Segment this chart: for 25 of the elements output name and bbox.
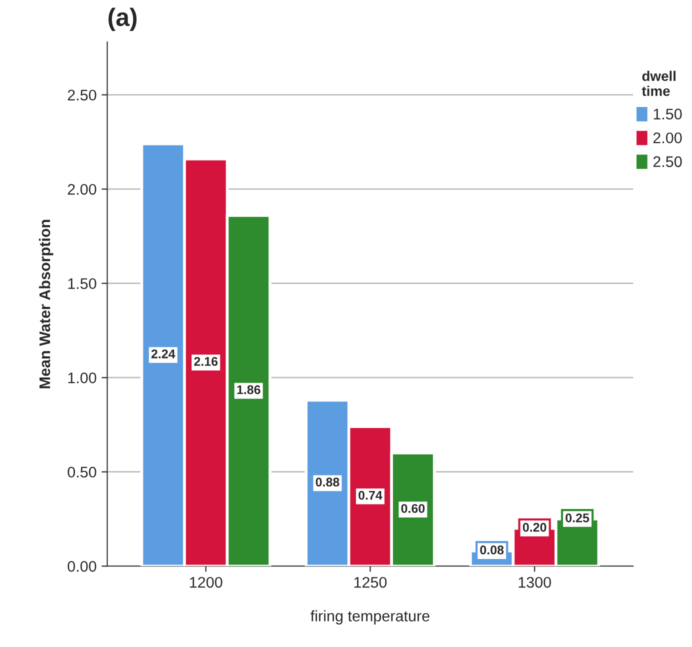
- legend-title: dwell time: [642, 70, 676, 96]
- y-tick-label: 1.00: [68, 372, 96, 384]
- x-axis-title: firing temperature: [310, 610, 430, 624]
- y-tick-label: 0.50: [68, 466, 96, 478]
- y-tick-label: 2.50: [68, 90, 96, 101]
- legend-label: 2.00: [653, 132, 682, 144]
- y-axis-title: Mean Water Absorption: [38, 220, 54, 388]
- x-tick-label: 1250: [354, 576, 387, 588]
- y-tick-label: 1.50: [68, 278, 96, 290]
- legend-label: 2.50: [653, 156, 682, 168]
- data-label: 0.20: [522, 522, 546, 532]
- y-tick-label: 2.00: [68, 184, 96, 195]
- y-tick-label: 0.00: [68, 560, 96, 572]
- data-label: 0.74: [358, 490, 382, 500]
- data-label: 2.16: [194, 357, 218, 366]
- data-label: 0.60: [401, 504, 425, 513]
- data-label: 0.08: [480, 546, 504, 554]
- data-label: 2.24: [151, 349, 176, 358]
- x-tick-label: 1300: [518, 576, 551, 588]
- legend-label: 1.50: [654, 108, 682, 120]
- data-label: 1.86: [237, 385, 260, 394]
- x-tick-label: 1200: [190, 576, 222, 588]
- data-label: 0.88: [316, 478, 340, 487]
- chart-title: (a): [108, 8, 137, 32]
- data-label: 0.25: [566, 514, 590, 522]
